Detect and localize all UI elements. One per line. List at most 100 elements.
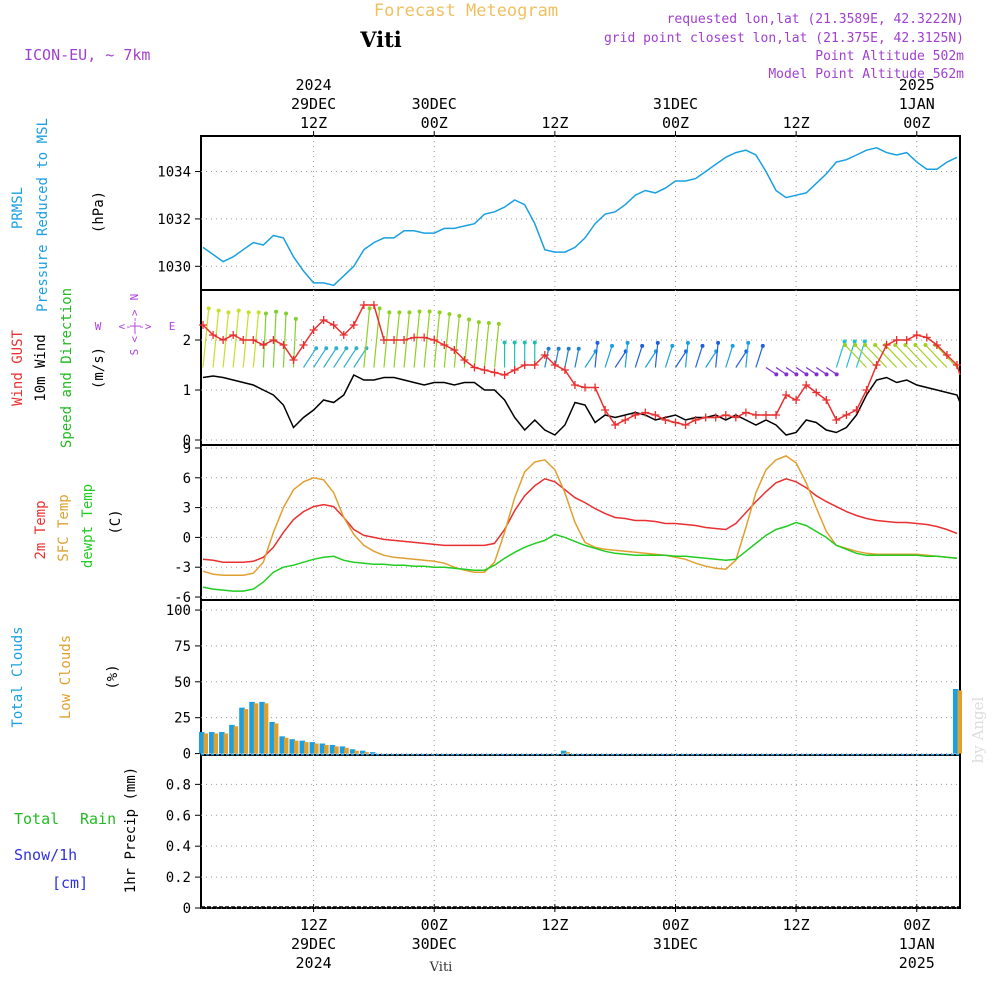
chart-title: Forecast Meteogram <box>374 1 558 21</box>
wind-gust-marker <box>741 408 750 417</box>
wind-direction-arrow <box>453 315 460 368</box>
wind-direction-arrowhead <box>236 308 241 313</box>
cloud-labels: Total Clouds Low Clouds (%) <box>10 626 121 727</box>
wind-gust-marker <box>892 336 901 344</box>
wind-direction-arrow <box>785 366 797 375</box>
wind-direction-arrowhead <box>344 346 349 351</box>
cloud-ytick-label: 75 <box>174 639 191 655</box>
temp-sfc-line <box>202 455 958 576</box>
wind-gust-marker <box>691 416 700 424</box>
wind-direction-arrow <box>915 344 938 368</box>
cloud-ytick-label: 25 <box>174 711 191 727</box>
wind-direction-arrow <box>735 351 747 368</box>
precip-label-rain: Rain <box>80 810 116 828</box>
cloud-low-bar <box>957 690 963 754</box>
wind-direction-arrowhead <box>842 339 847 344</box>
wind-gust-marker <box>269 336 278 344</box>
wind-direction-arrowhead <box>794 372 799 377</box>
bottom-time-label: 31DEC <box>653 935 698 953</box>
compass-w: W <box>95 320 102 333</box>
wind-gust-marker <box>379 336 388 344</box>
wind-direction-arrow <box>232 310 240 368</box>
wind-direction-arrowhead <box>670 343 675 348</box>
wind-direction-arrow <box>835 341 846 368</box>
temp-ytick-label: -6 <box>174 590 191 606</box>
requested-coords: requested lon,lat (21.3589E, 42.3222N) <box>667 12 964 27</box>
wind-labels: Wind GUST 10m Wind Speed and Direction (… <box>10 288 175 448</box>
top-time-label: 00Z <box>421 114 448 132</box>
wind-gust-marker <box>390 336 399 344</box>
wind-direction-arrow <box>664 345 673 368</box>
top-time-label: 12Z <box>783 114 810 132</box>
wind-gust-marker <box>279 341 288 349</box>
wind-gust-marker <box>349 321 358 329</box>
wind-gust-marker <box>359 301 368 309</box>
wind-direction-arrowhead <box>334 346 339 351</box>
wind-direction-arrow <box>594 342 599 368</box>
cloud-total-bar <box>209 732 215 754</box>
wind-direction-arrow <box>864 344 888 368</box>
temp-2m-line <box>202 477 958 563</box>
wind-direction-arrow <box>935 344 958 368</box>
wind-gust-marker <box>430 336 439 344</box>
wind-direction-arrowhead <box>640 343 645 348</box>
cloud-total-bar <box>259 701 265 754</box>
wind-gust-marker <box>540 351 549 359</box>
wind-direction-arrowhead <box>863 343 868 347</box>
wind-direction-arrow <box>363 308 371 368</box>
cloud-low-bar <box>213 733 219 754</box>
cloud-ytick-label: 100 <box>166 603 191 619</box>
wind-gust-marker <box>440 341 449 349</box>
cloud-low-bar <box>283 737 289 754</box>
cloud-low-bar <box>324 744 329 754</box>
wind-direction-arrow <box>765 366 777 375</box>
wind-gust-marker <box>550 361 559 369</box>
wind-direction-arrowhead <box>625 340 630 345</box>
wind-direction-arrow <box>904 344 928 368</box>
model-label: ICON-EU, ~ 7km <box>24 46 150 64</box>
cloud-low-bar <box>243 709 249 754</box>
temp-ytick-label: 6 <box>183 471 191 487</box>
wind-gust-marker <box>601 406 610 414</box>
bottom-time-label: 00Z <box>903 916 930 934</box>
wind-direction-arrowhead <box>784 372 789 377</box>
wind-direction-arrowhead <box>486 320 491 325</box>
cloud-low-bar <box>273 723 279 754</box>
wind-direction-arrowhead <box>873 343 878 347</box>
wind-gust-marker <box>520 361 529 369</box>
wind-direction-arrowhead <box>532 340 537 345</box>
wind-gust-marker <box>902 336 911 344</box>
wind-direction-arrow <box>483 322 490 368</box>
wind-direction-arrowhead <box>852 339 857 344</box>
wind-direction-arrowhead <box>700 343 705 348</box>
wind-gust-marker <box>852 406 861 414</box>
wind-direction-arrow <box>745 342 749 368</box>
wind-gust-marker <box>209 331 218 339</box>
precip-labels: Total Rain Snow/1h [cm] 1hr Precip (mm) <box>14 767 139 893</box>
wind-frame <box>200 289 961 446</box>
wind-gust-marker <box>731 413 740 422</box>
cloud-total-bar <box>329 744 336 754</box>
wind-gust-marker <box>510 366 519 374</box>
cloud-total-bar <box>279 736 285 754</box>
wind-direction-arrowhead <box>730 343 735 348</box>
precip-frame <box>200 754 961 909</box>
wind-direction-arrow <box>493 323 500 368</box>
wind-direction-arrow <box>684 342 689 368</box>
wind-direction-arrow <box>323 347 337 368</box>
wind-direction-arrow <box>624 342 629 368</box>
wind-direction-arrowhead <box>314 346 319 351</box>
wind-direction-arrow <box>855 341 866 368</box>
wind-direction-arrowhead <box>546 346 551 351</box>
top-time-label: 00Z <box>662 114 689 132</box>
bottom-time-label: 12Z <box>783 916 810 934</box>
cloud-total-bar <box>249 701 255 754</box>
top-time-label: 2024 <box>296 76 332 94</box>
wind-direction-arrow <box>413 311 421 368</box>
cloud-ytick-label: 50 <box>174 675 191 691</box>
wind-direction-arrow <box>202 308 210 368</box>
cloud-total-bar <box>229 724 235 754</box>
wind-gust-marker <box>289 356 298 364</box>
wind-direction-arrow <box>925 344 948 368</box>
wind-gust-marker <box>299 341 308 349</box>
